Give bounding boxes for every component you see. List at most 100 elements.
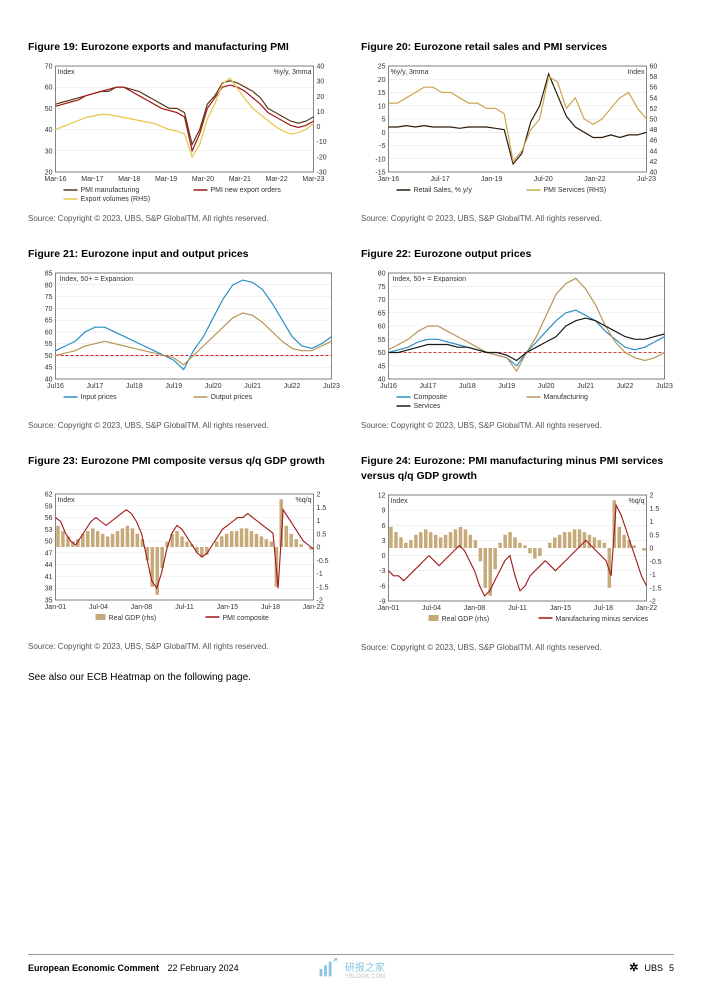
svg-text:0: 0 [382,553,386,560]
svg-text:Jul21: Jul21 [577,383,594,390]
footer-brand: UBS [644,963,663,973]
svg-text:Jul20: Jul20 [205,383,222,390]
svg-text:-20: -20 [317,155,327,162]
svg-text:1.5: 1.5 [650,505,660,512]
figure-21-source: Source: Copyright © 2023, UBS, S&P Globa… [28,421,341,430]
footer-title: European Economic Comment [28,963,159,973]
svg-text:40: 40 [317,64,325,71]
svg-text:Jul19: Jul19 [498,383,515,390]
svg-text:62: 62 [45,492,53,499]
figure-20-source: Source: Copyright © 2023, UBS, S&P Globa… [361,214,674,223]
svg-text:0.5: 0.5 [317,532,327,539]
svg-text:Index, 50+ = Expansion: Index, 50+ = Expansion [60,276,134,283]
svg-text:%q/q: %q/q [296,497,312,504]
watermark-icon [317,958,339,980]
svg-text:%y/y, 3mma: %y/y, 3mma [391,69,429,76]
svg-text:Real GDP (rhs): Real GDP (rhs) [109,615,157,622]
svg-text:Jul19: Jul19 [165,383,182,390]
svg-text:42: 42 [650,159,658,166]
svg-text:Index: Index [391,498,409,505]
figure-19: Figure 19: Eurozone exports and manufact… [28,40,341,239]
svg-text:Jul23: Jul23 [656,383,673,390]
svg-text:Jan-22: Jan-22 [584,176,606,183]
svg-text:Jul20: Jul20 [538,383,555,390]
svg-text:1.5: 1.5 [317,505,327,512]
svg-text:-1.5: -1.5 [650,585,662,592]
svg-text:55: 55 [378,337,386,344]
svg-text:Jul22: Jul22 [617,383,634,390]
svg-text:15: 15 [378,90,386,97]
footer-left: European Economic Comment 22 February 20… [28,963,239,973]
svg-text:Services: Services [414,403,441,410]
figure-19-title: Figure 19: Eurozone exports and manufact… [28,40,341,54]
svg-text:50: 50 [650,117,658,124]
footer-page: 5 [669,963,674,973]
svg-text:50: 50 [45,106,53,113]
svg-text:5: 5 [382,117,386,124]
svg-text:-1: -1 [650,572,656,579]
svg-text:Input prices: Input prices [81,394,118,401]
svg-text:6: 6 [382,522,386,529]
svg-text:50: 50 [378,350,386,357]
svg-text:80: 80 [45,283,53,290]
svg-text:0: 0 [382,130,386,137]
svg-text:PMI Services (RHS): PMI Services (RHS) [544,187,607,194]
svg-text:2: 2 [650,492,654,499]
svg-text:Jan-22: Jan-22 [303,604,325,611]
svg-text:47: 47 [45,551,53,558]
svg-text:80: 80 [378,271,386,278]
figure-24-title: Figure 24: Eurozone: PMI manufacturing m… [361,454,674,482]
svg-text:Jul-20: Jul-20 [534,176,553,183]
svg-text:Jul-18: Jul-18 [594,605,613,612]
svg-text:70: 70 [378,297,386,304]
svg-text:Jul17: Jul17 [87,383,104,390]
svg-text:85: 85 [45,271,53,278]
svg-text:-3: -3 [379,568,385,575]
svg-text:Jul-17: Jul-17 [431,176,450,183]
svg-text:46: 46 [650,138,658,145]
svg-text:Jul-11: Jul-11 [175,604,194,611]
svg-text:Mar-22: Mar-22 [266,176,288,183]
svg-text:60: 60 [45,85,53,92]
figure-21-title: Figure 21: Eurozone input and output pri… [28,247,341,261]
svg-text:50: 50 [45,353,53,360]
svg-text:44: 44 [650,148,658,155]
svg-text:48: 48 [650,127,658,134]
svg-text:54: 54 [650,95,658,102]
svg-text:55: 55 [45,342,53,349]
svg-text:Jan-22: Jan-22 [636,605,658,612]
watermark-url: YBLOOK.COM [345,974,385,980]
svg-text:Jan-01: Jan-01 [378,605,400,612]
svg-text:20: 20 [317,94,325,101]
svg-text:PMI new export orders: PMI new export orders [211,187,282,194]
svg-text:60: 60 [45,330,53,337]
svg-text:Mar-17: Mar-17 [81,176,103,183]
figure-20-title: Figure 20: Eurozone retail sales and PMI… [361,40,674,54]
svg-text:1: 1 [650,519,654,526]
figure-20: Figure 20: Eurozone retail sales and PMI… [361,40,674,239]
svg-text:44: 44 [45,563,53,570]
svg-text:50: 50 [45,539,53,546]
svg-text:40: 40 [45,127,53,134]
svg-text:58: 58 [650,74,658,81]
figure-19-source: Source: Copyright © 2023, UBS, S&P Globa… [28,214,341,223]
svg-text:-1: -1 [317,571,323,578]
figure-22-title: Figure 22: Eurozone output prices [361,247,674,261]
svg-text:Output prices: Output prices [211,394,253,401]
svg-text:Retail Sales, % y/y: Retail Sales, % y/y [414,187,473,194]
svg-text:1: 1 [317,518,321,525]
svg-text:Jul21: Jul21 [244,383,261,390]
svg-text:Export volumes (RHS): Export volumes (RHS) [81,196,151,203]
figure-19-chart: 203040506070-30-20-10010203040Index%y/y,… [28,58,341,208]
figure-22: Figure 22: Eurozone output prices 404550… [361,247,674,446]
svg-text:-1.5: -1.5 [317,585,329,592]
svg-text:Jan-08: Jan-08 [131,604,153,611]
svg-text:Jul23: Jul23 [323,383,340,390]
figure-23-source: Source: Copyright © 2023, UBS, S&P Globa… [28,642,341,651]
svg-text:Composite: Composite [414,394,448,401]
svg-text:Real GDP (rhs): Real GDP (rhs) [442,616,490,623]
svg-text:Mar-21: Mar-21 [229,176,251,183]
footer-right: ✲ UBS 5 [629,961,674,974]
svg-text:Jul22: Jul22 [284,383,301,390]
svg-text:Index: Index [58,69,76,76]
